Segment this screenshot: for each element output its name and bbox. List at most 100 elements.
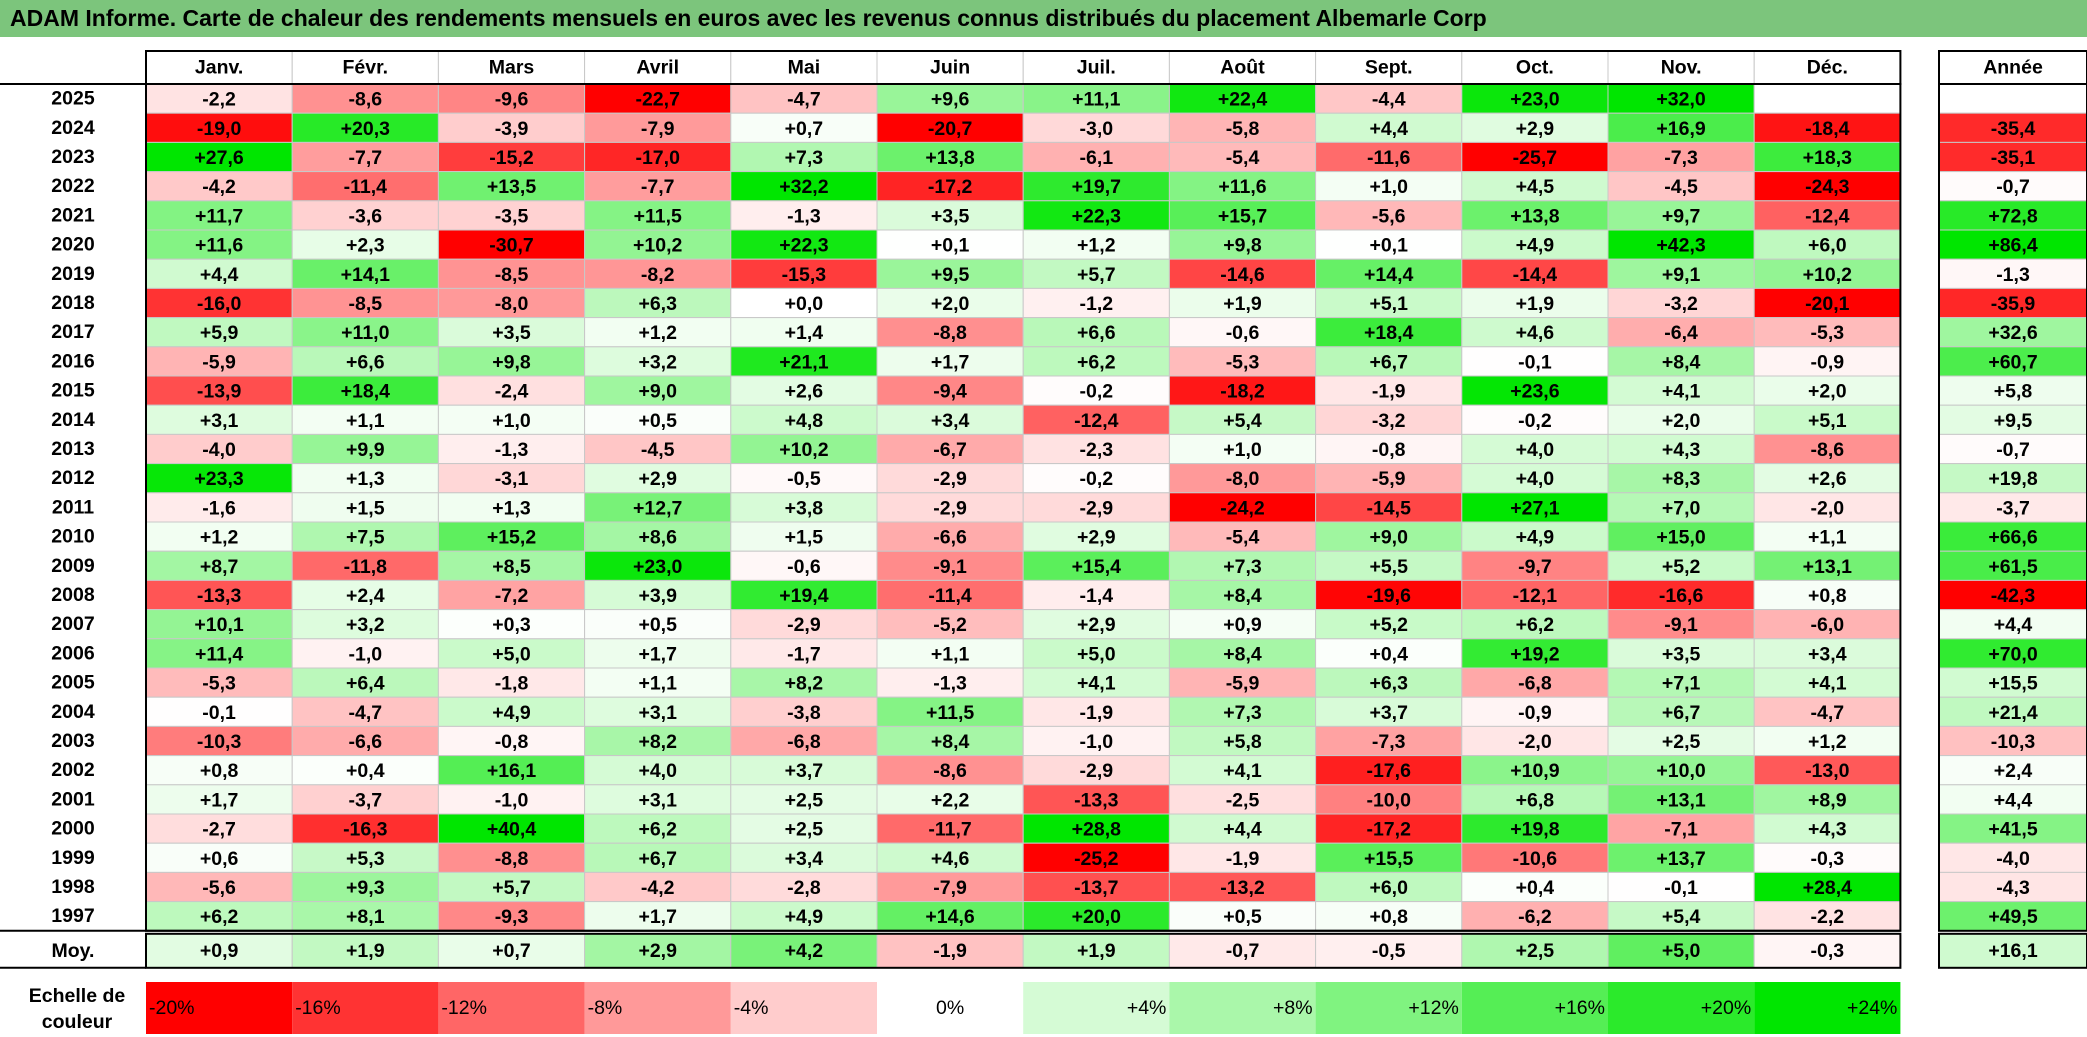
cell-value: +6,6 [1077,322,1116,344]
cell-value: +7,3 [1223,556,1262,578]
cell-value: -1,9 [1372,381,1406,403]
heat-cell [1607,200,1755,231]
cell-value: +7,0 [1662,497,1701,519]
cell-value: -6,6 [933,527,967,549]
heat-cell [1315,638,1463,669]
heat-cell [437,141,586,173]
avg-value: +4,2 [785,940,824,962]
cell-value: +9,8 [1223,235,1262,257]
heat-cell [1753,901,1901,932]
cell-value: +14,4 [1364,264,1413,286]
heat-cell [437,842,586,873]
annual-value: +5,8 [1994,381,2033,403]
year-label: 2009 [51,555,95,577]
heat-cell [730,638,878,669]
cell-value: -14,5 [1366,497,1411,519]
heat-cell [437,784,586,815]
heat-cell [291,171,439,202]
cell-value: -7,2 [495,585,529,607]
cell-value: -13,2 [1220,877,1265,899]
heat-cell [584,287,732,319]
scale-swatch [730,982,877,1034]
cell-value: -2,9 [1079,760,1113,782]
cell-value: +3,8 [785,497,824,519]
cell-value: +3,4 [1808,643,1847,665]
heat-cell [1315,579,1463,611]
cell-value: +3,1 [200,410,239,432]
scale-value: +16% [1555,997,1605,1019]
heat-cell [1753,317,1901,348]
annual-value: +4,4 [1994,789,2033,811]
cell-value: -9,1 [933,556,967,578]
heat-cell [1168,521,1317,552]
cell-value: -1,7 [787,643,821,665]
cell-value: -12,1 [1513,585,1558,607]
annual-value: +21,4 [1988,702,2037,724]
heat-cell [291,696,439,727]
cell-value: +15,7 [1218,205,1267,227]
annual-border [1938,83,2087,932]
heat-cell [584,492,732,523]
cell-value: +1,2 [1077,235,1116,257]
annual-value: -10,3 [1991,731,2036,753]
heat-cell [437,813,586,844]
cell-value: -5,4 [1226,527,1260,549]
cell-value: -19,6 [1366,585,1411,607]
heat-cell [876,404,1024,435]
annual-cell [1938,112,2087,143]
annual-cell [1938,317,2087,348]
heat-cell [584,871,732,903]
scale-swatch [1461,982,1608,1034]
cell-value: -7,3 [1664,147,1698,169]
cell-value: +3,9 [638,585,677,607]
heat-cell [730,287,878,319]
scale-swatch [877,982,1024,1034]
cell-value: +5,1 [1369,293,1408,315]
cell-value: +1,0 [1223,439,1262,461]
cell-value: -8,0 [1226,468,1260,490]
cell-value: -5,9 [1226,673,1260,695]
cell-value: -3,7 [348,789,382,811]
year-label: 2017 [51,321,94,343]
annual-value: +61,5 [1988,556,2037,578]
cell-value: +19,2 [1510,643,1559,665]
cell-value: -5,9 [1372,468,1406,490]
annual-value: -0,7 [1996,439,2030,461]
heat-cell [1168,638,1317,669]
cell-value: +9,5 [931,264,970,286]
heat-cell [1607,141,1755,173]
scale-value: -20% [149,997,195,1019]
heat-cell [1022,287,1170,319]
heat-cell [145,901,293,932]
heat-cell [876,813,1024,844]
heat-cell [1607,638,1755,669]
cell-value: +14,1 [341,264,390,286]
heat-cell [145,229,293,260]
heat-cell [291,346,439,377]
cell-value: +5,8 [1223,731,1262,753]
cell-value: +13,1 [1803,556,1852,578]
cell-value: -17,2 [1366,819,1411,841]
cell-value: -15,3 [782,264,827,286]
heat-cell [1022,404,1170,435]
year-label: 2008 [51,584,95,606]
scale-swatch [1023,982,1170,1034]
annual-value: -42,3 [1991,585,2036,607]
year-label: 2018 [51,292,95,314]
cell-value: +5,4 [1223,410,1262,432]
heat-cell [1753,696,1901,727]
cell-value: -7,9 [641,118,675,140]
cell-value: -0,9 [1518,702,1552,724]
cell-value: +3,7 [1369,702,1408,724]
cell-value: -13,0 [1805,760,1850,782]
cell-value: -11,4 [344,176,388,198]
cell-value: -3,2 [1664,293,1698,315]
cell-value: +1,1 [931,643,970,665]
cell-value: +3,4 [785,848,824,870]
heat-cell [876,229,1024,260]
heat-cell [876,725,1024,757]
cell-value: +2,6 [785,381,824,403]
cell-value: +5,1 [1808,410,1847,432]
cell-value: +11,7 [195,205,243,227]
cell-value: +23,0 [1510,89,1559,111]
